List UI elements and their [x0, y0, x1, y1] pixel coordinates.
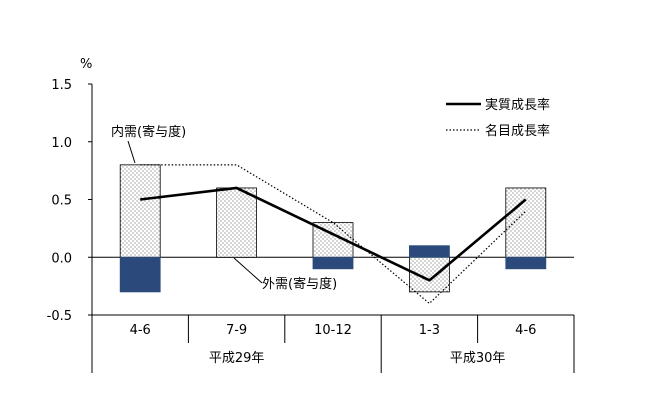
- y-tick-label: 0.0: [51, 251, 72, 266]
- legend-nominal-label: 名目成長率: [485, 123, 550, 139]
- y-tick-label: 1.0: [51, 136, 72, 151]
- x-tick-label: 4-6: [515, 323, 536, 338]
- x-tick-label: 4-6: [130, 323, 151, 338]
- bar-domestic-demand: [119, 164, 161, 258]
- legend: 実質成長率 名目成長率: [446, 97, 550, 139]
- y-unit-label: %: [80, 57, 92, 72]
- bar-external-demand: [312, 256, 354, 270]
- external-demand-leader: [233, 257, 263, 284]
- y-tick-label: 1.5: [51, 78, 72, 93]
- x-tick-label: 10-12: [314, 323, 352, 338]
- x-tick-label: 7-9: [226, 323, 247, 338]
- year-group-label: 平成30年: [450, 351, 506, 366]
- domestic-demand-leader: [127, 140, 136, 164]
- series-line-nominal-growth: [140, 164, 527, 305]
- domestic-demand-label: 内需(寄与度): [111, 124, 186, 140]
- bar-external-demand: [119, 256, 161, 293]
- series-line-real-growth: [140, 186, 527, 282]
- y-tick-label: -0.5: [47, 309, 72, 324]
- external-demand-label: 外需(寄与度): [262, 276, 337, 292]
- bar-external-demand: [408, 245, 450, 258]
- external-demand-callout: 外需(寄与度): [233, 257, 337, 292]
- bar-domestic-demand: [216, 187, 258, 258]
- y-tick-label: 0.5: [51, 194, 72, 209]
- bar-domestic-demand: [505, 187, 547, 258]
- legend-real-label: 実質成長率: [485, 97, 550, 113]
- domestic-demand-callout: 内需(寄与度): [111, 124, 186, 164]
- bar-external-demand: [505, 256, 547, 270]
- year-group-label: 平成29年: [209, 351, 265, 366]
- x-tick-label: 1-3: [419, 323, 440, 338]
